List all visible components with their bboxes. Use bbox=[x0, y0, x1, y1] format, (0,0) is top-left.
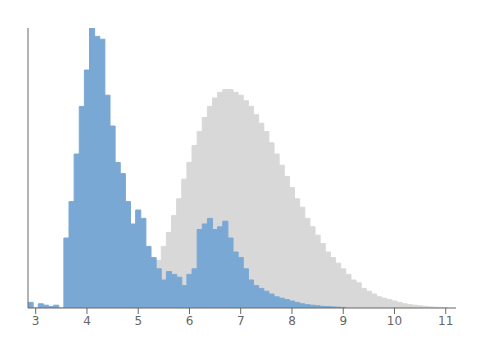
svg-text:6: 6 bbox=[186, 314, 194, 328]
svg-text:11: 11 bbox=[438, 314, 453, 328]
svg-text:4: 4 bbox=[83, 314, 91, 328]
svg-text:9: 9 bbox=[339, 314, 347, 328]
svg-text:3: 3 bbox=[32, 314, 40, 328]
svg-text:7: 7 bbox=[237, 314, 245, 328]
svg-text:8: 8 bbox=[288, 314, 296, 328]
svg-text:10: 10 bbox=[387, 314, 402, 328]
svg-text:5: 5 bbox=[134, 314, 142, 328]
